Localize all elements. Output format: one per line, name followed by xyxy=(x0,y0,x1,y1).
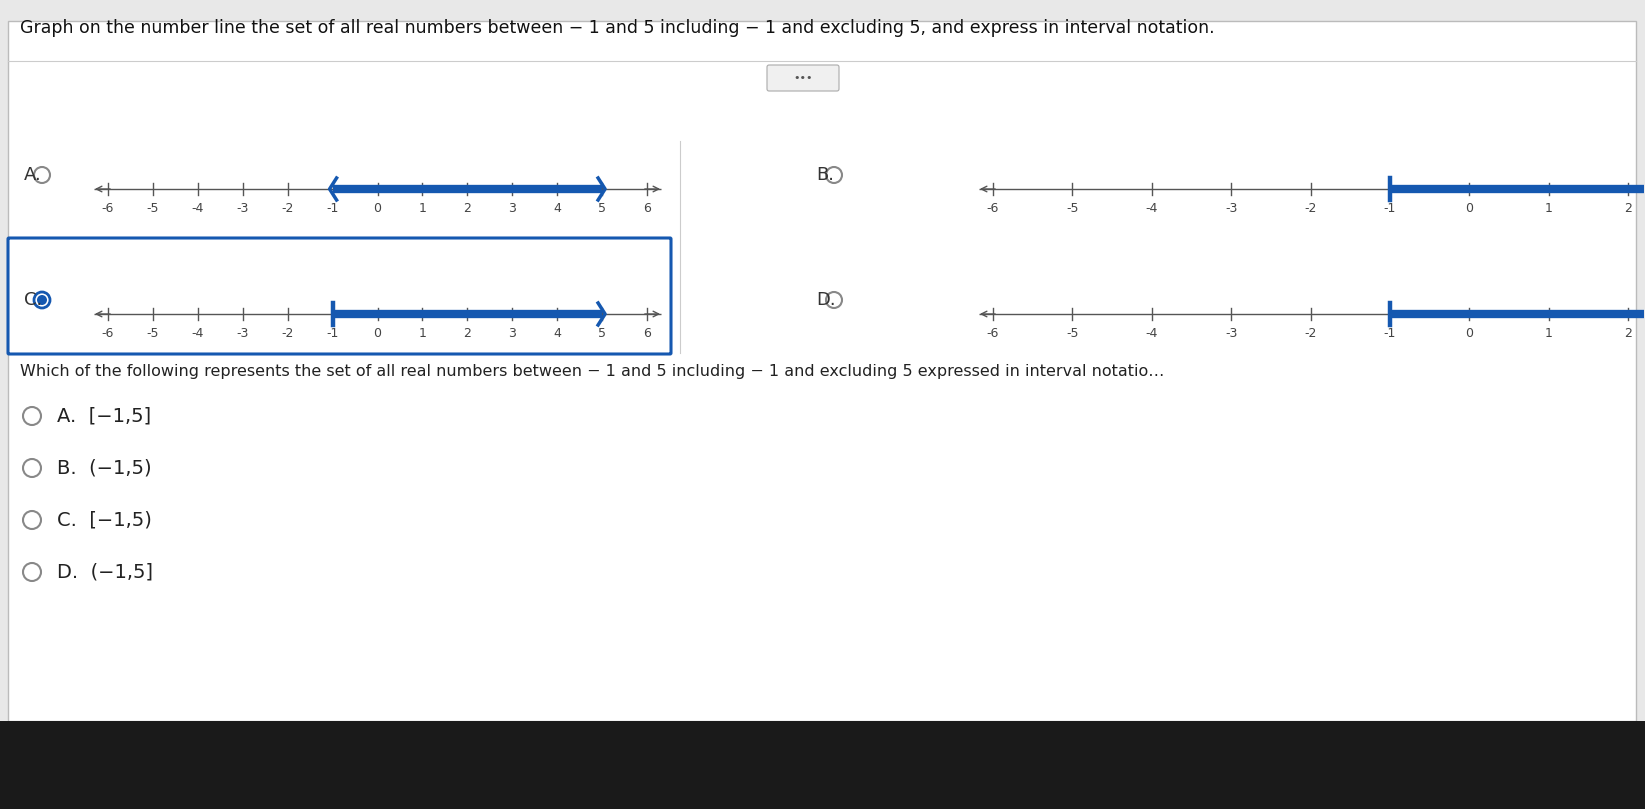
Text: -6: -6 xyxy=(102,327,114,340)
Text: -5: -5 xyxy=(1066,202,1079,215)
Text: 2: 2 xyxy=(464,327,470,340)
Text: 4: 4 xyxy=(553,202,561,215)
Text: 1: 1 xyxy=(1545,202,1553,215)
Text: -3: -3 xyxy=(237,327,248,340)
Text: D.  (−1,5]: D. (−1,5] xyxy=(58,562,153,582)
Text: B.: B. xyxy=(816,166,834,184)
Text: -2: -2 xyxy=(281,327,294,340)
Text: 2: 2 xyxy=(464,202,470,215)
Text: -5: -5 xyxy=(146,327,160,340)
Text: A.  [−1,5]: A. [−1,5] xyxy=(58,406,151,426)
Text: 0: 0 xyxy=(1466,327,1474,340)
Text: 5: 5 xyxy=(599,327,605,340)
Text: -5: -5 xyxy=(1066,327,1079,340)
Text: -3: -3 xyxy=(1226,327,1237,340)
Text: A.: A. xyxy=(25,166,41,184)
Text: -6: -6 xyxy=(987,327,999,340)
Text: -4: -4 xyxy=(192,327,204,340)
Text: 0: 0 xyxy=(373,327,382,340)
Text: 2: 2 xyxy=(1624,202,1632,215)
Text: -1: -1 xyxy=(326,202,339,215)
Text: -2: -2 xyxy=(281,202,294,215)
Text: -2: -2 xyxy=(1304,327,1316,340)
Text: -3: -3 xyxy=(1226,202,1237,215)
FancyBboxPatch shape xyxy=(8,21,1637,721)
Text: 3: 3 xyxy=(508,327,517,340)
Text: -3: -3 xyxy=(237,202,248,215)
Text: •••: ••• xyxy=(793,73,813,83)
Text: Graph on the number line the set of all real numbers between − 1 and 5 including: Graph on the number line the set of all … xyxy=(20,19,1214,37)
Text: -4: -4 xyxy=(1145,327,1158,340)
Text: -1: -1 xyxy=(1383,327,1397,340)
FancyBboxPatch shape xyxy=(767,65,839,91)
Text: 4: 4 xyxy=(553,327,561,340)
Text: C.  [−1,5): C. [−1,5) xyxy=(58,510,151,530)
Text: 0: 0 xyxy=(373,202,382,215)
Text: Which of the following represents the set of all real numbers between − 1 and 5 : Which of the following represents the se… xyxy=(20,364,1165,379)
Text: 6: 6 xyxy=(643,327,651,340)
Text: -2: -2 xyxy=(1304,202,1316,215)
Text: B.  (−1,5): B. (−1,5) xyxy=(58,459,151,477)
Text: -1: -1 xyxy=(1383,202,1397,215)
Text: -6: -6 xyxy=(987,202,999,215)
Bar xyxy=(0,721,1645,809)
Text: 6: 6 xyxy=(643,202,651,215)
Text: 1: 1 xyxy=(418,202,426,215)
Text: C.: C. xyxy=(25,291,43,309)
Text: -5: -5 xyxy=(146,202,160,215)
Text: 1: 1 xyxy=(1545,327,1553,340)
Text: -4: -4 xyxy=(192,202,204,215)
Text: -6: -6 xyxy=(102,202,114,215)
Text: 1: 1 xyxy=(418,327,426,340)
Text: -4: -4 xyxy=(1145,202,1158,215)
Text: 3: 3 xyxy=(508,202,517,215)
FancyBboxPatch shape xyxy=(8,238,671,354)
Text: -1: -1 xyxy=(326,327,339,340)
Text: D.: D. xyxy=(816,291,836,309)
Text: 5: 5 xyxy=(599,202,605,215)
Circle shape xyxy=(36,295,48,305)
Text: 0: 0 xyxy=(1466,202,1474,215)
Text: 2: 2 xyxy=(1624,327,1632,340)
